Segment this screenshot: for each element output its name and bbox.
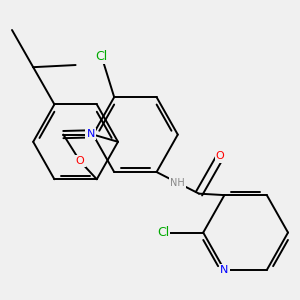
Text: NH: NH <box>170 178 185 188</box>
Text: Cl: Cl <box>157 226 169 239</box>
Text: N: N <box>220 265 229 275</box>
Text: O: O <box>76 156 84 166</box>
Text: N: N <box>86 129 95 139</box>
Text: O: O <box>216 152 224 161</box>
Text: Cl: Cl <box>95 50 108 63</box>
